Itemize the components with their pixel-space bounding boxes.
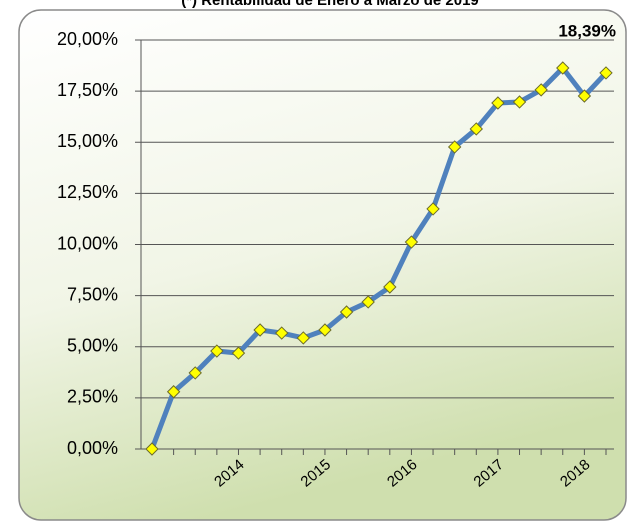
data-point [296,331,311,345]
y-tick-label: 15,00% [57,131,118,151]
y-tick-label: 2,50% [67,387,118,407]
data-point [145,442,159,456]
y-tick-label: 7,50% [67,284,118,304]
y-tick-label: 12,50% [57,182,118,202]
data-point [231,346,246,360]
data-point [426,202,440,216]
chart-title: (*) Rentabilidad de Enero a Marzo de 201… [181,0,479,9]
data-point [210,344,224,358]
y-tick-label: 0,00% [67,438,118,458]
data-point [599,66,613,80]
y-tick-label: 5,00% [67,336,118,356]
data-point [447,140,462,154]
y-tick-label: 17,50% [57,80,118,100]
data-point [556,61,570,75]
data-point [469,122,483,136]
y-tick-label: 20,00% [57,29,118,49]
data-point [166,385,181,399]
data-point [188,366,202,380]
data-point [404,235,419,249]
data-point [534,83,548,97]
data-point [275,326,289,340]
data-point [577,89,592,103]
data-line [149,65,608,450]
data-point [318,323,332,337]
annotation: 18,39% [558,21,616,40]
y-tick-label: 10,00% [57,233,118,253]
data-point [383,280,397,294]
data-point [339,305,354,319]
data-point [491,96,505,110]
data-point [361,295,375,309]
data-point [512,95,527,109]
data-point [253,323,267,337]
